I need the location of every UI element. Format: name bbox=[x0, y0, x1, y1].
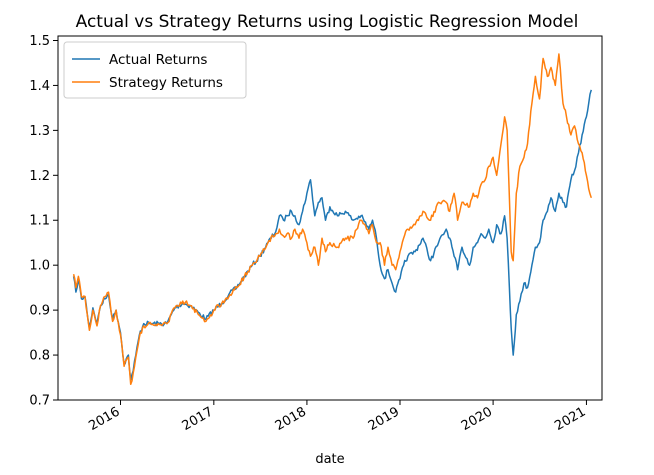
x-tick-label: 2020 bbox=[459, 404, 495, 434]
x-tick-label: 2021 bbox=[552, 404, 588, 434]
series-line-strategy-returns bbox=[72, 53, 593, 386]
chart-title: Actual vs Strategy Returns using Logisti… bbox=[76, 12, 579, 32]
y-tick-label: 1.5 bbox=[29, 34, 50, 49]
legend-label: Actual Returns bbox=[109, 52, 207, 68]
y-tick-label: 1.2 bbox=[29, 169, 50, 184]
legend-label: Strategy Returns bbox=[109, 75, 223, 91]
plot-lines bbox=[72, 53, 593, 386]
x-axis-label: date bbox=[315, 452, 344, 467]
y-tick-label: 0.7 bbox=[29, 394, 50, 409]
y-tick-label: 1.4 bbox=[29, 79, 50, 94]
y-tick-label: 1.0 bbox=[29, 259, 50, 274]
y-axis: 0.7 0.8 0.9 1.0 1.1 1.2 1.3 1.4 1.5 bbox=[29, 34, 58, 409]
legend: Actual Returns Strategy Returns bbox=[63, 41, 247, 99]
legend-box bbox=[63, 41, 247, 99]
y-tick-label: 1.3 bbox=[29, 124, 50, 139]
x-tick-label: 2018 bbox=[273, 404, 309, 434]
y-tick-label: 1.1 bbox=[29, 214, 50, 229]
x-tick-label: 2016 bbox=[86, 404, 122, 434]
y-tick-label: 0.9 bbox=[29, 304, 50, 319]
x-axis: 2016 2017 2018 2019 2020 2021 bbox=[86, 400, 588, 434]
y-tick-label: 0.8 bbox=[29, 349, 50, 364]
plot-frame bbox=[57, 35, 603, 401]
x-tick-label: 2019 bbox=[366, 404, 402, 434]
series-line-actual-returns bbox=[72, 89, 593, 381]
x-tick-label: 2017 bbox=[180, 404, 216, 434]
